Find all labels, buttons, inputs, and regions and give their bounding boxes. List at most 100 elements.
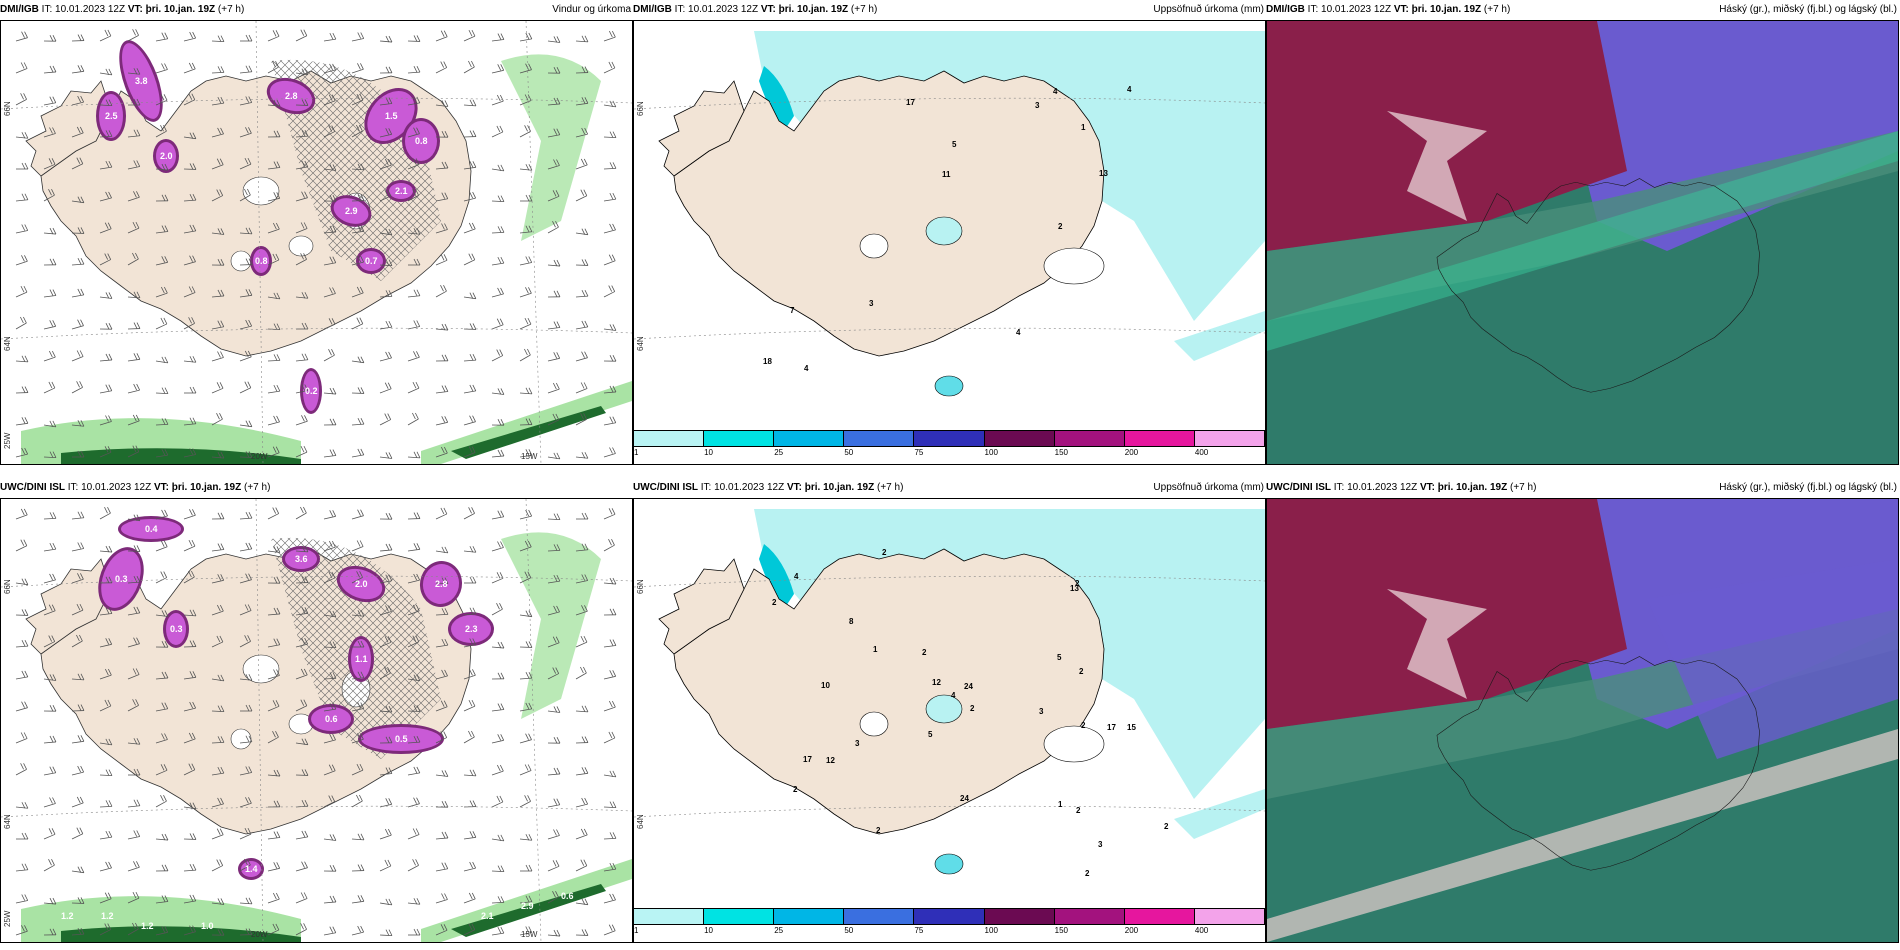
value-label: 8 bbox=[849, 617, 854, 626]
value-label: 4 bbox=[951, 691, 956, 700]
value-label: 0.5 bbox=[601, 631, 614, 641]
value-label: 1 bbox=[873, 645, 878, 654]
value-label: 2.8 bbox=[285, 91, 298, 101]
panel-uwc-cloud-cover: UWC/DINI ISL IT: 10.01.2023 12Z VT: þri.… bbox=[1266, 478, 1899, 943]
colorbar-segment bbox=[1193, 430, 1265, 447]
colorbar-tick: 50 bbox=[844, 926, 854, 935]
grid-label-lat2: 64N bbox=[636, 336, 645, 351]
colorbar-segment bbox=[983, 430, 1055, 447]
it-label: IT: bbox=[67, 482, 79, 493]
panel-header: DMI/IGB IT: 10.01.2023 12Z VT: þri. 10.j… bbox=[1266, 0, 1899, 20]
wind-barbs bbox=[15, 29, 617, 460]
value-label: 0.7 bbox=[365, 256, 378, 266]
coastline bbox=[1436, 656, 1760, 871]
panel-title: Uppsöfnuð úrkoma (mm) bbox=[1153, 482, 1264, 493]
grid-label-lat2: 64N bbox=[3, 814, 12, 829]
colorbar-tick: 400 bbox=[1194, 926, 1209, 935]
grid-label-lat1: 66N bbox=[636, 579, 645, 594]
colorbar-segment bbox=[703, 908, 775, 925]
coastline bbox=[1436, 178, 1760, 393]
init-time: 10.01.2023 12Z bbox=[1347, 482, 1418, 493]
valid-time: þri. 10.jan. 19Z bbox=[778, 4, 849, 15]
model-name: UWC/DINI ISL bbox=[0, 482, 65, 493]
colorbar-tick: 100 bbox=[984, 448, 998, 457]
value-label: 2 bbox=[793, 785, 798, 794]
panel-header: UWC/DINI ISL IT: 10.01.2023 12Z VT: þri.… bbox=[1266, 478, 1899, 498]
value-label: 2 bbox=[1076, 806, 1081, 815]
value-label: 1.1 bbox=[355, 654, 368, 664]
grid-label-lon_right: 15W bbox=[521, 930, 538, 939]
value-label: 17 bbox=[1107, 723, 1116, 732]
value-label: 17 bbox=[803, 755, 812, 764]
colorbar-tick: 100 bbox=[984, 926, 998, 935]
graticule bbox=[1, 499, 632, 942]
init-time: 10.01.2023 12Z bbox=[714, 482, 785, 493]
lead-time: (+7 h) bbox=[217, 4, 245, 15]
value-label: 2.9 bbox=[521, 901, 534, 911]
colorbar-segment bbox=[1193, 908, 1265, 925]
value-label: 2.1 bbox=[481, 911, 494, 921]
model-name: DMI/IGB bbox=[1266, 4, 1305, 15]
panel-dmi-cloud-cover: DMI/IGB IT: 10.01.2023 12Z VT: þri. 10.j… bbox=[1266, 0, 1899, 465]
value-label: 2 bbox=[1058, 222, 1063, 231]
panel-title: Vindur og úrkoma bbox=[552, 4, 631, 15]
colorbar-tick: 1 bbox=[634, 448, 639, 457]
value-label: 4 bbox=[1053, 87, 1058, 96]
colorbar-tick: 75 bbox=[914, 448, 924, 457]
cloud-layers bbox=[1267, 499, 1898, 942]
init-time: 10.01.2023 12Z bbox=[81, 482, 152, 493]
value-label: 12 bbox=[932, 678, 941, 687]
model-name: DMI/IGB bbox=[633, 4, 672, 15]
value-label: 2.3 bbox=[465, 624, 478, 634]
value-label: 1.2 bbox=[61, 911, 74, 921]
value-label: 3 bbox=[1039, 707, 1044, 716]
colorbar-segment bbox=[773, 908, 845, 925]
value-label: 1.2 bbox=[141, 921, 154, 931]
value-label: 4 bbox=[1127, 85, 1132, 94]
colorbar-tick: 10 bbox=[704, 926, 714, 935]
it-label: IT: bbox=[700, 482, 712, 493]
lead-time: (+7 h) bbox=[850, 4, 878, 15]
precip-shading bbox=[98, 516, 494, 880]
value-label: 1.4 bbox=[245, 864, 258, 874]
panel-dmi-accum-precip: DMI/IGB IT: 10.01.2023 12Z VT: þri. 10.j… bbox=[633, 0, 1266, 465]
value-label: 10 bbox=[821, 681, 830, 690]
colorbar-tick: 75 bbox=[914, 926, 924, 935]
colorbar-segment bbox=[1053, 908, 1125, 925]
value-label: 0.8 bbox=[415, 136, 428, 146]
land-iceland bbox=[673, 548, 1105, 835]
valid-time: þri. 10.jan. 19Z bbox=[804, 482, 875, 493]
value-label: 2 bbox=[1079, 667, 1084, 676]
colorbar-tick: 10 bbox=[704, 448, 714, 457]
precip-shading bbox=[96, 40, 440, 414]
value-label: 2 bbox=[922, 648, 927, 657]
lead-time: (+7 h) bbox=[1483, 4, 1511, 15]
value-label: 4 bbox=[794, 572, 799, 581]
panel-dmi-wind-precip: DMI/IGB IT: 10.01.2023 12Z VT: þri. 10.j… bbox=[0, 0, 633, 465]
graticule bbox=[1, 21, 632, 464]
grid-label-lat1: 66N bbox=[3, 579, 12, 594]
value-label: 3.6 bbox=[295, 554, 308, 564]
model-name: UWC/DINI ISL bbox=[633, 482, 698, 493]
grid-label-lon_mid: 20W bbox=[251, 452, 268, 461]
value-label: 0.6 bbox=[325, 714, 338, 724]
vt-label: VT: bbox=[760, 4, 776, 15]
grid-label-lat2: 64N bbox=[3, 336, 12, 351]
it-label: IT: bbox=[1333, 482, 1345, 493]
value-label: 3 bbox=[869, 299, 874, 308]
wind-precip-map: 66N 64N 25W 20W 15W 3.8 2.5 2.0 2.8 1.5 0.8 0.7 2.9 2… bbox=[0, 20, 633, 465]
vt-label: VT: bbox=[1419, 482, 1435, 493]
value-label: 4 bbox=[1016, 328, 1021, 337]
colorbar-segment bbox=[983, 908, 1055, 925]
colorbar-tick: 150 bbox=[1054, 926, 1069, 935]
valid-time: þri. 10.jan. 19Z bbox=[1437, 482, 1508, 493]
colorbar-segment bbox=[843, 908, 915, 925]
model-name: DMI/IGB bbox=[0, 4, 39, 15]
grid-label-lon_mid: 20W bbox=[251, 930, 268, 939]
colorbar-segment bbox=[703, 430, 775, 447]
grid-label-lon_right: 15W bbox=[521, 452, 538, 461]
value-label: 18 bbox=[763, 357, 772, 366]
value-label: 0.3 bbox=[170, 624, 183, 634]
value-label: 2 bbox=[1164, 822, 1169, 831]
value-label: 24 bbox=[960, 794, 969, 803]
